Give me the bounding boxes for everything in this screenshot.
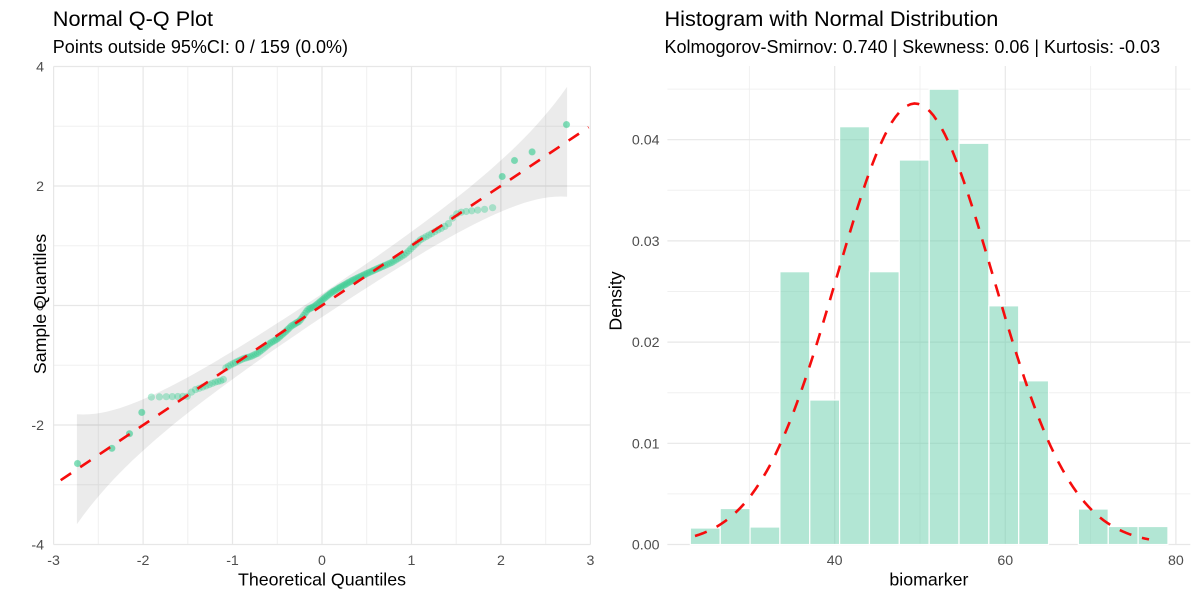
svg-text:0.02: 0.02 (632, 335, 660, 351)
svg-text:Kolmogorov-Smirnov: 0.740 | Sk: Kolmogorov-Smirnov: 0.740 | Skewness: 0.… (665, 37, 1161, 57)
svg-text:3: 3 (586, 553, 594, 569)
svg-text:1: 1 (408, 553, 416, 569)
svg-text:Points outside 95%CI: 0 / 159: Points outside 95%CI: 0 / 159 (0.0%) (53, 37, 348, 57)
svg-text:0.04: 0.04 (632, 133, 660, 149)
svg-text:-4: -4 (31, 538, 44, 554)
svg-text:0: 0 (318, 553, 326, 569)
svg-text:80: 80 (1168, 553, 1184, 569)
svg-text:Normal Q-Q Plot: Normal Q-Q Plot (53, 6, 213, 31)
svg-text:-3: -3 (47, 553, 60, 569)
svg-text:Sample Quantiles: Sample Quantiles (30, 234, 50, 374)
svg-text:2: 2 (497, 553, 505, 569)
svg-text:0.00: 0.00 (632, 538, 660, 554)
svg-text:biomarker: biomarker (889, 570, 968, 590)
svg-text:Density: Density (606, 271, 626, 330)
svg-text:Histogram with Normal Distribu: Histogram with Normal Distribution (665, 6, 999, 31)
svg-text:40: 40 (827, 553, 843, 569)
svg-text:-2: -2 (31, 418, 44, 434)
svg-text:Theoretical Quantiles: Theoretical Quantiles (238, 570, 406, 590)
svg-text:-2: -2 (137, 553, 150, 569)
svg-text:2: 2 (36, 179, 44, 195)
svg-text:4: 4 (36, 60, 44, 76)
svg-text:-1: -1 (226, 553, 239, 569)
svg-text:0: 0 (36, 299, 44, 315)
svg-text:0.01: 0.01 (632, 436, 660, 452)
svg-text:0.03: 0.03 (632, 234, 660, 250)
svg-text:60: 60 (997, 553, 1013, 569)
